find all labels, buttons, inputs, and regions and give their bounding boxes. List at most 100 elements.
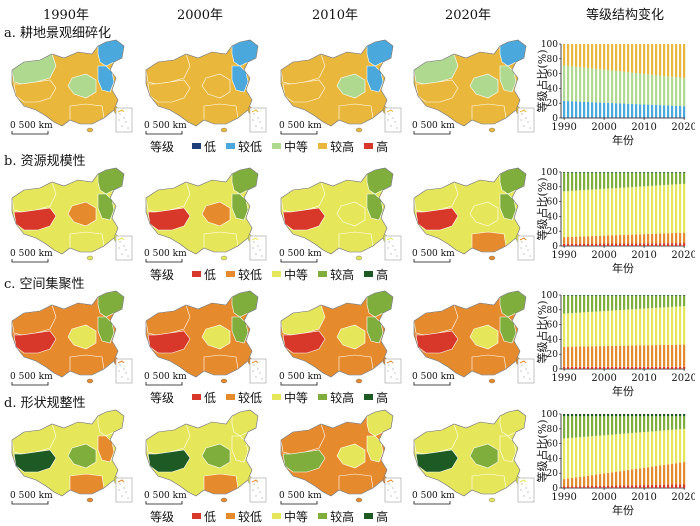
legend-b: 等级 低 较低 中等 较高 高 bbox=[150, 266, 398, 282]
legend-item: 较高 bbox=[318, 138, 354, 155]
map-region-east bbox=[499, 193, 517, 221]
bar-segment bbox=[571, 416, 574, 438]
scale-bar bbox=[11, 131, 49, 135]
bar-segment bbox=[643, 308, 646, 346]
map-island bbox=[220, 497, 228, 503]
map-region-tibet bbox=[282, 330, 326, 354]
legend-title: 等级 bbox=[150, 390, 175, 405]
inset-dot bbox=[523, 253, 525, 255]
map-region-tibet bbox=[415, 207, 459, 231]
bar-segment bbox=[583, 236, 586, 244]
bar-segment bbox=[643, 234, 646, 244]
bar-segment bbox=[567, 366, 570, 369]
bar-segment bbox=[671, 76, 674, 106]
inset-dot bbox=[259, 372, 261, 374]
bar-segment bbox=[583, 243, 586, 246]
inset-dot bbox=[125, 372, 127, 374]
bar-segment bbox=[663, 295, 666, 308]
map-region-center bbox=[201, 324, 231, 350]
bar-segment bbox=[575, 243, 578, 246]
bar-segment bbox=[647, 234, 650, 244]
x-tick-label: 2020 bbox=[671, 492, 695, 503]
bar-segment bbox=[583, 172, 586, 191]
map-outline bbox=[11, 167, 125, 255]
inset-dot bbox=[525, 368, 527, 370]
bar-segment bbox=[663, 105, 666, 118]
inset-dot bbox=[121, 253, 123, 255]
bar-segment bbox=[655, 44, 658, 76]
bar-segment bbox=[595, 474, 598, 486]
bar-segment bbox=[571, 66, 574, 102]
bar-segment bbox=[659, 484, 662, 488]
inset-dot bbox=[523, 495, 525, 497]
inset-dot bbox=[390, 125, 392, 127]
inset-dot bbox=[253, 364, 255, 366]
y-tick-label: 100 bbox=[541, 168, 558, 178]
bar-segment bbox=[579, 172, 582, 191]
map-region-tibet bbox=[147, 449, 191, 473]
bar-segment bbox=[583, 172, 586, 173]
legend-label: 高 bbox=[376, 267, 389, 282]
x-tick-label: 2020 bbox=[671, 373, 695, 384]
map-region-tibet bbox=[13, 330, 57, 354]
scale-bar bbox=[413, 131, 451, 135]
bar-segment bbox=[603, 69, 606, 103]
bar-segment bbox=[655, 466, 658, 485]
bar-segment bbox=[563, 438, 566, 480]
bar-segment bbox=[607, 485, 610, 488]
y-tick-label: 80 bbox=[547, 425, 559, 435]
y-tick-label: 80 bbox=[547, 55, 559, 65]
bar-segment bbox=[679, 232, 682, 244]
legend-label: 较低 bbox=[238, 509, 263, 524]
bar-segment bbox=[623, 44, 626, 72]
bar-segment bbox=[683, 484, 686, 488]
bar-segment bbox=[599, 117, 602, 118]
inset-dot bbox=[396, 378, 398, 380]
bar-segment bbox=[647, 345, 650, 367]
inset-coast bbox=[251, 479, 259, 483]
bar-segment bbox=[563, 346, 566, 367]
bar-segment bbox=[623, 470, 626, 486]
bar-segment bbox=[575, 416, 578, 438]
bar-segment bbox=[607, 416, 610, 435]
bar-segment bbox=[663, 430, 666, 465]
bar-segment bbox=[611, 295, 614, 296]
bar-segment bbox=[607, 472, 610, 486]
map-region-south bbox=[338, 473, 374, 495]
bar-segment bbox=[679, 462, 682, 485]
inset-dot bbox=[257, 117, 259, 119]
bar-segment bbox=[603, 243, 606, 246]
bar-segment bbox=[627, 295, 630, 296]
bar-segment bbox=[619, 117, 622, 118]
bar-segment bbox=[603, 414, 606, 417]
bar-segment bbox=[675, 344, 678, 367]
bar-segment bbox=[683, 106, 686, 118]
bar-segment bbox=[679, 416, 682, 430]
bar-segment bbox=[615, 103, 618, 118]
bar-segment bbox=[583, 295, 586, 296]
bar-segment bbox=[647, 295, 650, 309]
bar-segment bbox=[683, 344, 686, 367]
bar-segment bbox=[683, 295, 686, 307]
bar-segment bbox=[575, 437, 578, 478]
bar-segment bbox=[647, 416, 650, 432]
bar-segment bbox=[603, 235, 606, 244]
bar-segment bbox=[599, 366, 602, 369]
bar-segment bbox=[575, 117, 578, 118]
bar-segment bbox=[647, 172, 650, 187]
bar-segment bbox=[579, 117, 582, 118]
map-region-center bbox=[469, 73, 499, 99]
bar-segment bbox=[627, 345, 630, 367]
bar-segment bbox=[667, 430, 670, 465]
inset-coast bbox=[386, 109, 394, 113]
bar-segment bbox=[647, 44, 650, 75]
legend-swatch bbox=[364, 271, 374, 277]
inset-dot bbox=[121, 376, 123, 378]
bar-segment bbox=[583, 414, 586, 417]
map-region-east bbox=[231, 316, 249, 344]
map-region-south bbox=[338, 103, 374, 125]
bar-segment bbox=[635, 345, 638, 367]
map-island bbox=[488, 497, 496, 503]
inset-dot bbox=[396, 497, 398, 499]
legend-item: 较低 bbox=[226, 508, 262, 525]
